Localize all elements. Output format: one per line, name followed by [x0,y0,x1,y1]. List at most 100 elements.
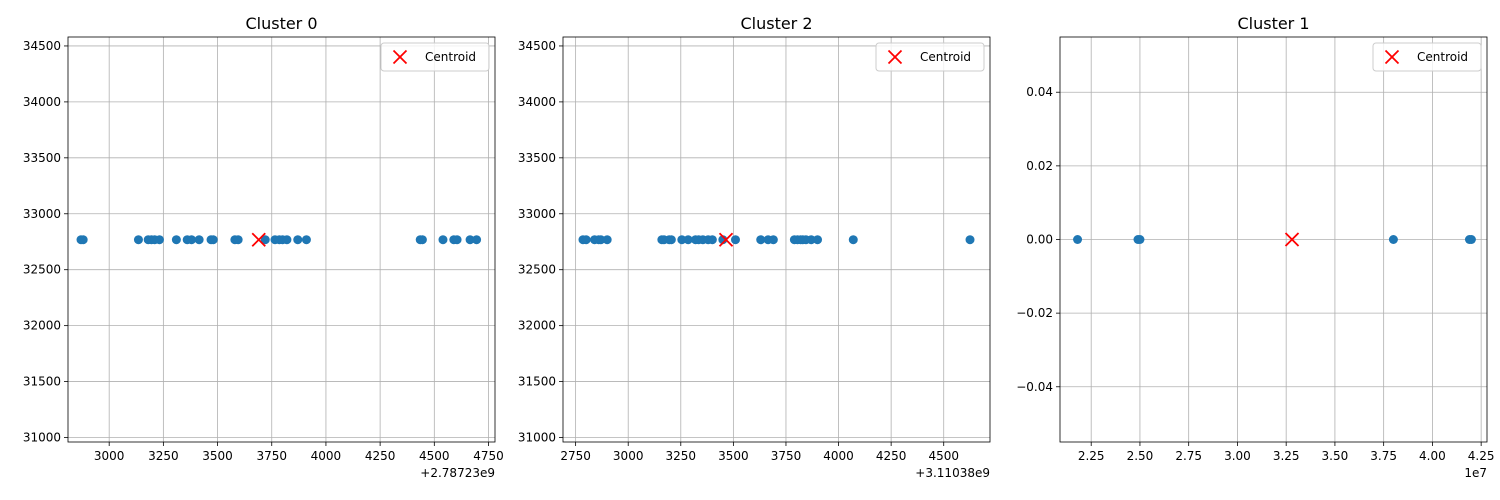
x-tick-label: 4.25 [1468,449,1495,463]
x-tick-label: 4000 [311,449,342,463]
x-tick-label: 3.50 [1322,449,1349,463]
data-point [1388,235,1398,244]
chart-panel-2: 2.25 2.50 2.75 3.00 3.25 3.50 3.75 4.00 4.25 −0.0… [1016,14,1494,480]
y-tick-label: 34500 [518,39,556,53]
data-point [465,235,475,245]
y-tick-label: −0.04 [1016,380,1053,394]
x-tick-label: 2.50 [1127,449,1154,463]
data-point [707,235,717,245]
data-point [848,235,858,245]
centroid-marker [718,232,734,247]
data-point [683,235,693,245]
data-point [187,235,197,245]
chart-title: Cluster 2 [740,14,812,33]
y-tick-label: 32000 [23,319,61,333]
data-point [78,235,88,245]
x-tick-label: 3500 [202,449,233,463]
data-point [718,235,728,245]
legend-label: Centroid [920,50,971,64]
data-point [1073,235,1083,244]
data-point [1466,235,1476,244]
data-point [813,235,823,245]
grid-lines [1060,37,1487,442]
y-tick-label: 33000 [518,207,556,221]
x-tick-label: 3750 [256,449,287,463]
x-tick-label: 2.75 [1175,449,1202,463]
x-tick-label: 3500 [718,449,749,463]
data-point [301,235,311,245]
data-point [452,235,462,245]
legend-centroid-marker [887,49,903,65]
data-point [768,235,778,245]
y-tick-label: 33500 [23,151,61,165]
data-point [472,235,482,245]
grid-lines [563,37,990,442]
data-point [756,235,766,245]
x-tick-label: 3000 [613,449,644,463]
data-point [1135,235,1145,244]
legend-box [1372,42,1482,72]
x-tick-label: 3250 [148,449,179,463]
y-tick-label: 33000 [23,207,61,221]
chart-panel-0: 3000 3250 3500 3750 4000 4250 4500 4750 31000 315… [23,14,504,480]
x-tick-label: 3250 [666,449,697,463]
chart-title: Cluster 0 [245,14,317,33]
data-point [730,235,740,245]
legend-centroid-marker [1384,49,1400,65]
legend-box [380,42,490,72]
x-offset-label: +3.11038e9 [915,466,990,480]
y-tick-label: 31500 [23,375,61,389]
data-point [293,235,303,245]
y-tick-label: 31500 [518,375,556,389]
data-series [1073,235,1476,244]
data-point [965,235,975,245]
y-tick-label: 34000 [23,95,61,109]
data-point [602,235,612,245]
data-point [596,235,606,245]
x-offset-label: +2.78723e9 [420,466,495,480]
x-tick-label: 4250 [876,449,907,463]
y-tick-label: 32500 [23,263,61,277]
y-tick-label: 0.00 [1026,233,1053,247]
data-series [76,235,482,245]
centroid-marker [251,232,266,247]
y-tick-label: 0.02 [1026,159,1053,173]
x-tick-label: 4.00 [1419,449,1446,463]
legend: Centroid [380,42,490,72]
data-point [666,235,676,245]
x-tick-label: 3.75 [1370,449,1397,463]
data-point [260,235,270,245]
x-tick-label: 3.00 [1224,449,1251,463]
data-point [581,235,591,245]
x-tick-label: 4750 [473,449,504,463]
legend: Centroid [1372,42,1482,72]
x-tick-label: 4000 [823,449,854,463]
y-tick-label: 0.04 [1026,85,1053,99]
y-tick-label: 32000 [518,319,556,333]
data-point [417,235,427,245]
chart-title: Cluster 1 [1237,14,1309,33]
legend-centroid-marker [392,49,408,65]
x-tick-label: 3000 [94,449,125,463]
axes-frame [562,36,991,443]
x-tick-label: 3.25 [1273,449,1300,463]
y-tick-label: 33500 [518,151,556,165]
data-series [578,235,975,245]
centroid-marker [1284,232,1300,247]
x-tick-label: 4500 [928,449,959,463]
x-tick-label: 2.25 [1078,449,1105,463]
data-point [806,235,816,245]
data-point [133,235,143,245]
data-point [208,235,218,245]
y-tick-label: 31000 [23,431,61,445]
data-point [171,235,181,245]
grid-lines [68,37,495,442]
data-point [677,235,687,245]
x-exponent-label: 1e7 [1464,466,1487,480]
x-tick-label: 4250 [365,449,396,463]
data-point [282,235,292,245]
legend: Centroid [875,42,985,72]
y-tick-label: 31000 [518,431,556,445]
x-tick-label: 4500 [419,449,450,463]
